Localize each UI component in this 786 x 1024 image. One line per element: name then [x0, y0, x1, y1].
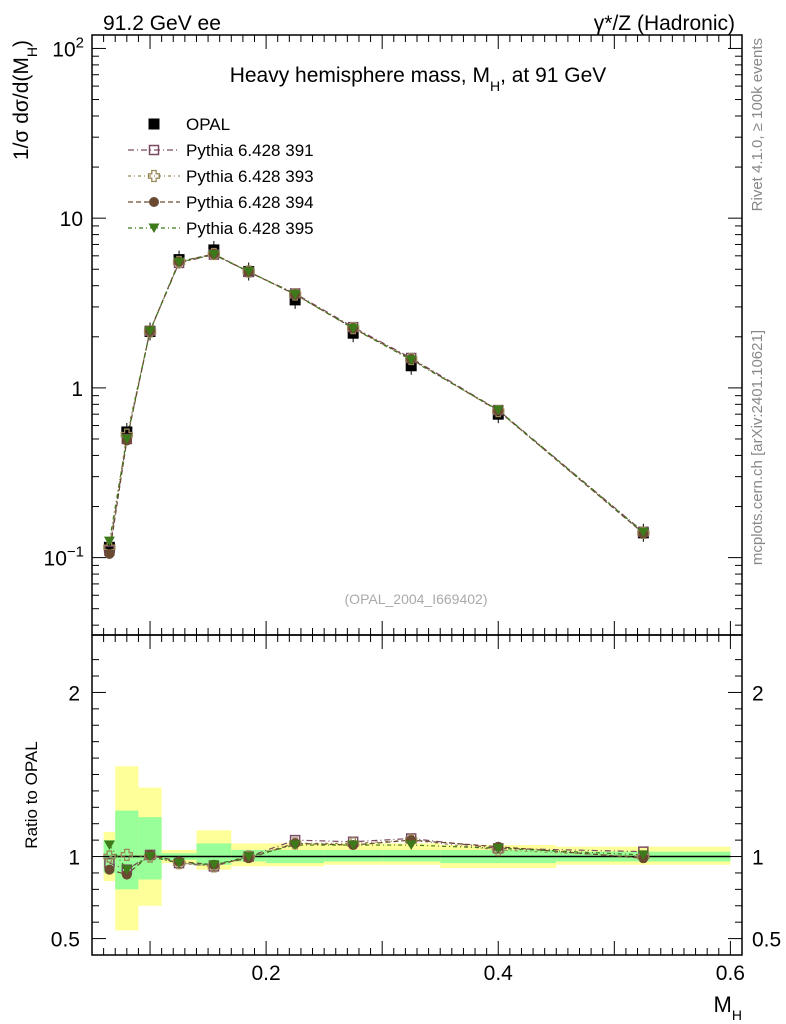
ratio-series-4-point [121, 865, 133, 875]
legend-entry: Pythia 6.428 393 [186, 167, 314, 186]
legend-marker [148, 223, 160, 233]
ratio-y-tick-label: 2 [68, 682, 80, 705]
mcplots-label: mcplots.cern.ch [arXiv:2401.10621] [749, 330, 766, 565]
legend-marker [147, 169, 161, 183]
ratio-series-3-point [104, 864, 115, 875]
uncertainty-band-green [196, 843, 232, 865]
series-line-4 [108, 253, 644, 542]
x-tick-label: 0.4 [484, 962, 514, 985]
legend-entry: OPAL [186, 115, 230, 134]
ratio-series-4-point [144, 852, 156, 862]
ratio-series-4-point [637, 850, 649, 860]
ratio-series-4-point [405, 840, 417, 851]
ratio-uncertainty-bands [103, 766, 731, 931]
ratio-series-4-point [243, 852, 255, 862]
series-4-point [637, 527, 649, 538]
header-left: 91.2 GeV ee [103, 12, 221, 35]
uncertainty-band-green [382, 849, 441, 862]
x-axis-label: MH [714, 992, 742, 1023]
series-line-2 [108, 253, 644, 548]
y-tick-label: 1 [71, 378, 83, 401]
ratio-series-marks [103, 833, 650, 880]
series-4-point [289, 290, 301, 300]
y-tick-label: 10−1 [44, 544, 84, 571]
ratio-series-4-point [289, 840, 301, 851]
header-right: γ*/Z (Hadronic) [594, 12, 735, 35]
data-point [121, 426, 133, 438]
ratio-series-2-point [120, 848, 133, 862]
series-4-point [144, 326, 156, 337]
y-tick-label: 102 [52, 34, 84, 61]
y-axis-label: 1/σ dσ/d(MH) [10, 40, 40, 160]
series-4-point [405, 355, 417, 365]
ratio-y-tick-label-right: 2 [752, 682, 764, 705]
ratio-y-tick-label-right: 0.5 [752, 929, 781, 952]
uncertainty-band-green [138, 817, 162, 880]
series-line-1 [108, 253, 644, 551]
data-point [405, 360, 417, 372]
series-4-point [173, 257, 185, 268]
ratio-y-tick-label: 0.5 [51, 929, 80, 952]
y-tick-label: 10 [60, 208, 83, 231]
plot-title: Heavy hemisphere mass, MH, at 91 GeV [230, 64, 607, 94]
legend-marker [148, 118, 160, 130]
main-series-marks [103, 240, 650, 560]
x-tick-label: 0.2 [252, 962, 281, 985]
ratio-series-4-point [103, 840, 115, 851]
series-4-point [103, 536, 115, 547]
ratio-series-4-point [173, 858, 185, 869]
ratio-series-4-point [347, 840, 359, 851]
ratio-y-tick-label: 1 [68, 847, 80, 870]
ratio-y-axis-label: Ratio to OPAL [22, 741, 41, 848]
legend-entry: Pythia 6.428 391 [186, 141, 314, 160]
ratio-series-4-point [208, 860, 220, 870]
series-4-point [121, 434, 133, 444]
legend-entry: Pythia 6.428 395 [186, 219, 314, 238]
series-4-point [347, 323, 359, 334]
series-3-point [104, 549, 115, 560]
legend-marker [149, 197, 159, 207]
ratio-series-4-point [492, 843, 504, 854]
ratio-axes: 0.5 0.5 1 1 2 2 0.2 0.4 0.6 [51, 634, 781, 985]
uncertainty-band-green [324, 849, 383, 862]
main-axes: 102 10 1 10−1 [44, 34, 743, 636]
rivet-version-label: Rivet 4.1.0, ≥ 100k events [749, 38, 766, 211]
legend-entry: Pythia 6.428 394 [186, 193, 314, 212]
data-point [103, 541, 115, 553]
ratio-frame [91, 634, 743, 956]
series-4-point [243, 267, 255, 277]
series-line-3 [108, 253, 644, 555]
legend: OPAL Pythia 6.428 391 Pythia 6.428 393 Pyth… [128, 115, 314, 238]
ratio-y-tick-label-right: 1 [752, 847, 764, 870]
ratio-series-2-point [103, 850, 116, 863]
analysis-id-label: (OPAL_2004_I669402) [345, 591, 488, 607]
x-tick-label: 0.6 [716, 962, 745, 985]
series-4-point [492, 405, 504, 416]
legend-marker [148, 144, 160, 156]
series-4-point [208, 250, 220, 260]
